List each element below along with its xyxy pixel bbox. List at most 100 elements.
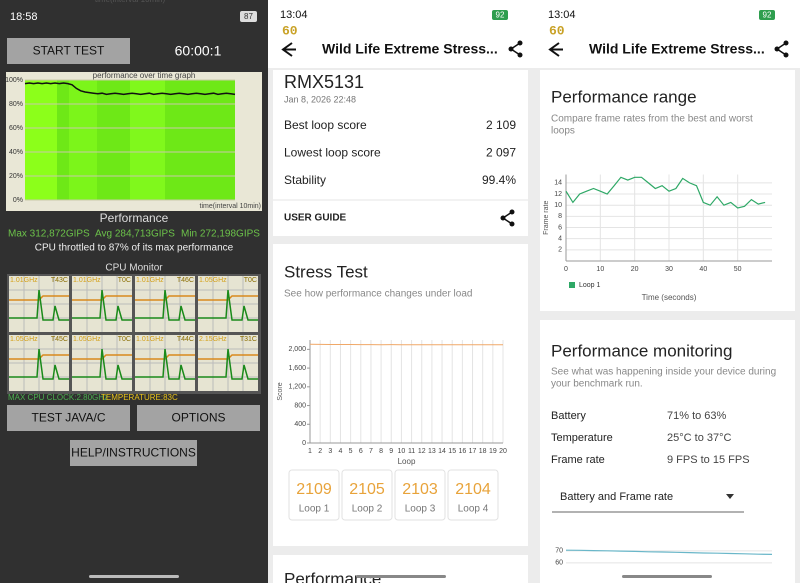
next-card [273,555,528,583]
core-frequency: 1.01GHz [136,336,164,343]
x-tick-label: 17 [469,448,477,455]
core-frequency: 1.01GHz [10,277,38,284]
loop-score: 2109 [296,481,332,498]
device-name: RMX5131 [284,72,364,92]
x-tick-label: 14 [438,448,446,455]
core-temp-line [198,354,258,360]
core-temperature: T0C [244,277,257,284]
core-freq-line [198,289,258,321]
core-temp-line [9,295,69,301]
battery-level: 87 [244,12,253,21]
battery-icon [492,10,508,20]
back-icon[interactable] [281,42,296,57]
x-tick-label: 13 [428,448,436,455]
start-button-label: START TEST [33,44,105,58]
y-tick-label: 40% [9,149,23,156]
dropdown[interactable]: Battery and Frame rate [560,491,673,503]
user-guide[interactable]: USER GUIDE [284,213,347,224]
core-temp-line [135,354,195,360]
battery-level: 92 [496,11,505,20]
x-axis-label: Loop [398,457,416,466]
data-line [565,549,773,555]
core-freq-line [135,289,195,321]
share-icon[interactable] [500,209,515,227]
test-button[interactable] [7,405,130,431]
core-temp-line [72,354,132,360]
loop-label: Loop 1 [299,504,330,515]
back-icon[interactable] [548,42,563,57]
stat-value: 2 109 [486,118,516,132]
date: Jan 8, 2026 22:48 [284,94,356,104]
y-tick-label: 1,600 [288,365,306,372]
core-frequency: 1.01GHz [136,277,164,284]
options-button[interactable] [137,405,260,431]
nav-bar [356,575,446,578]
core-freq-line [72,348,132,380]
nav-bar [622,575,712,578]
x-tick-label: 3 [328,448,332,455]
graph-fill-band [25,80,57,200]
core-freq-line [9,289,69,321]
core-temp-line [198,295,258,301]
max-clock: MAX CPU CLOCK:2.80GHz [8,393,108,402]
max-performance: Max 312,872GIPS [8,229,90,240]
battery-level: 92 [763,11,772,20]
share-icon[interactable] [774,40,789,58]
options-button-label: OPTIONS [171,411,225,425]
y-tick-label: 800 [294,402,306,409]
cpu-monitor-title: CPU Monitor [105,263,163,274]
x-tick-label: 12 [418,448,426,455]
x-tick-label: 5 [349,448,353,455]
y-tick-label: 0% [13,197,23,204]
stat-label: Lowest loop score [284,146,381,160]
timer: 60:00:1 [175,43,222,59]
app-title: Wild Life Extreme Stress... [589,41,765,57]
monitoring-card [540,320,795,583]
y-axis-label: Frame rate [543,201,550,235]
x-tick-label: 7 [369,448,373,455]
summary-card [273,70,528,236]
core-temp-line [135,295,195,301]
x-axis-label: time(interval 10min) [95,0,166,4]
graph-title: performance over time graph [93,71,196,80]
y-tick-label: 1,200 [288,384,306,391]
x-tick-label: 20 [499,448,507,455]
x-tick-label: 50 [734,266,742,273]
card-clip [528,468,535,523]
temperature: TEMPERATURE:83C [101,393,178,402]
start-button[interactable] [7,38,130,64]
data-line [309,343,503,346]
dropdown-arrow[interactable] [726,494,734,499]
x-axis-label: Time (seconds) [642,293,697,302]
core-freq-line [9,348,69,380]
range-title: Performance range [551,87,697,106]
loop-label: Loop 3 [405,504,436,515]
core-frequency: 1.01GHz [73,277,101,284]
stat-label: Best loop score [284,118,367,132]
app-title: Wild Life Extreme Stress... [322,41,498,57]
share-icon[interactable] [508,40,523,58]
x-tick-label: 0 [564,266,568,273]
y-tick-label: 8 [558,213,562,220]
status-time: 18:58 [10,11,38,23]
help-button[interactable] [70,440,197,466]
y-tick-label: 20% [9,173,23,180]
loop-score: 2105 [349,481,385,498]
loop-label: Loop 4 [458,504,489,515]
y-tick-label: 6 [558,224,562,231]
throttle-note: CPU throttled to 87% of its max performa… [35,243,234,254]
avg-performance: Avg 284,713GIPS [95,229,175,240]
core-temp-line [9,354,69,360]
nav-bar [89,575,179,578]
row-value: 71% to 63% [667,410,727,422]
performance-heading: Performance [100,211,169,225]
core-temperature: T44C [177,336,194,343]
range-subtitle: Compare frame rates from the best and wo… [551,114,753,125]
y-tick-label: 12 [554,191,562,198]
graph-x-label: time(interval 10min) [200,203,261,210]
x-tick-label: 2 [318,448,322,455]
stat-label: Stability [284,173,326,187]
y-tick-label: 400 [294,421,306,428]
